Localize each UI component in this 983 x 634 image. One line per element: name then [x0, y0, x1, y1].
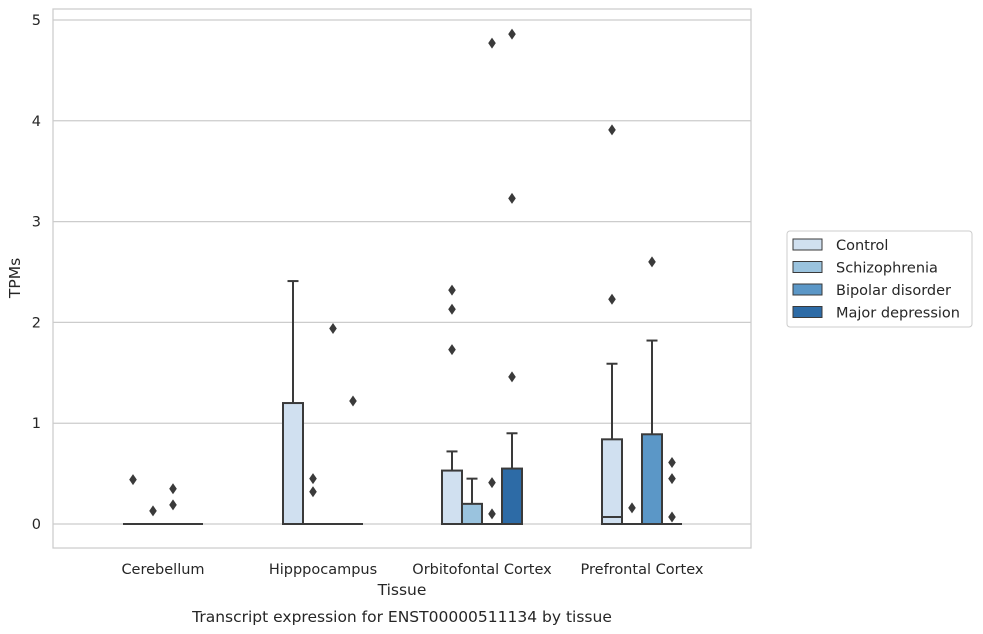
box-group — [323, 322, 343, 525]
outlier-point — [648, 256, 656, 268]
outlier-point — [608, 124, 616, 136]
outlier-point — [668, 457, 676, 469]
legend-frame — [786, 230, 973, 328]
box — [601, 438, 623, 525]
box-group — [461, 477, 483, 525]
outlier-point — [309, 486, 317, 498]
box — [501, 467, 523, 525]
x-tick-label: Hipppocampus — [269, 562, 377, 578]
x-tick-label: Orbitofontal Cortex — [412, 562, 552, 578]
legend-label: Major depression — [836, 306, 960, 322]
outlier-point — [349, 395, 357, 407]
x-axis-label: Tissue — [377, 581, 427, 599]
outlier-point — [488, 37, 496, 49]
box-group — [501, 28, 523, 525]
box-group — [143, 505, 163, 525]
box-group — [601, 124, 623, 525]
outlier-point — [149, 505, 157, 517]
y-tick-label: 5 — [32, 13, 41, 29]
outlier-point — [448, 303, 456, 315]
outlier-point — [169, 499, 177, 511]
box-group — [622, 502, 642, 525]
outlier-point — [329, 322, 337, 334]
legend-label: Bipolar disorder — [836, 283, 951, 299]
outlier-point — [668, 511, 676, 523]
legend-swatch — [792, 261, 823, 273]
box — [461, 502, 483, 525]
y-tick-label: 3 — [32, 215, 41, 231]
y-tick-label: 4 — [32, 114, 41, 130]
outlier-point — [169, 483, 177, 495]
box-group — [303, 473, 323, 525]
y-axis-ticks: 0 1 2 3 4 5 — [32, 13, 41, 533]
outlier-point — [508, 28, 516, 40]
y-tick-label: 0 — [32, 517, 41, 533]
x-tick-label: Prefrontal Cortex — [581, 562, 704, 578]
outlier-point — [309, 473, 317, 485]
box-group — [662, 457, 682, 525]
box-group — [163, 483, 183, 525]
box — [641, 433, 663, 525]
y-tick-label: 2 — [32, 315, 41, 331]
legend-swatch — [792, 306, 823, 318]
box-group — [123, 474, 143, 525]
outlier-point — [628, 502, 636, 514]
outlier-point — [508, 371, 516, 383]
legend-label: Control — [836, 238, 888, 254]
box — [282, 402, 304, 526]
legend: Control Schizophrenia Bipolar disorder Majo… — [786, 230, 973, 328]
x-axis-ticks: Cerebellum Hipppocampus Orbitofontal Corte… — [121, 562, 703, 578]
box-group — [441, 284, 463, 525]
outlier-point — [448, 284, 456, 296]
y-axis-label: TPMs — [6, 258, 24, 299]
outlier-point — [488, 508, 496, 520]
y-tick-label: 1 — [32, 416, 41, 432]
legend-swatch — [792, 238, 823, 251]
box-group — [343, 395, 363, 525]
outlier-point — [129, 474, 137, 486]
chart-caption: Transcript expression for ENST0000051113… — [191, 608, 612, 626]
box-group — [282, 280, 304, 526]
box-group — [641, 256, 663, 525]
outlier-point — [508, 192, 516, 204]
legend-swatch — [792, 283, 823, 296]
outlier-point — [608, 293, 616, 305]
box — [441, 469, 463, 525]
x-tick-label: Cerebellum — [121, 562, 204, 578]
outlier-point — [668, 473, 676, 485]
outlier-point — [488, 477, 496, 489]
box-plot-marks — [123, 28, 682, 526]
outlier-point — [448, 344, 456, 356]
box-group — [482, 37, 502, 525]
legend-label: Schizophrenia — [836, 261, 938, 277]
plot-frame — [52, 8, 752, 549]
